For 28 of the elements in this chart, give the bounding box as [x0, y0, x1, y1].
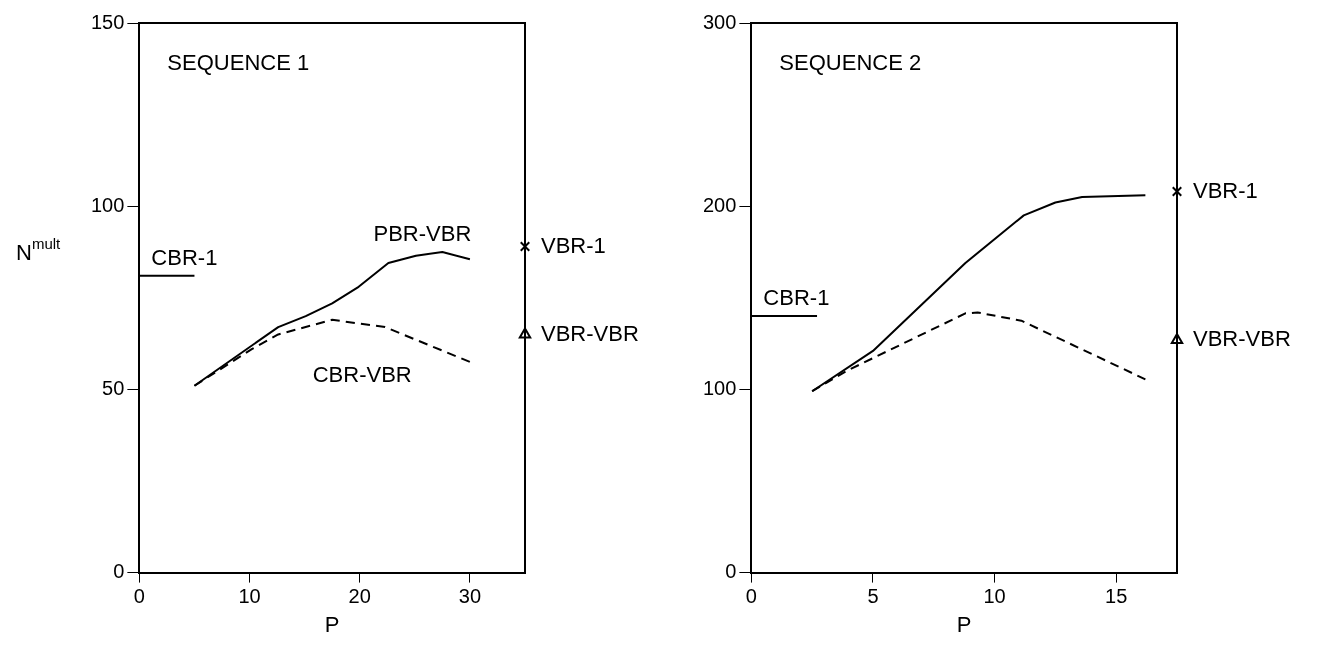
y-tick-label: 150 — [90, 10, 125, 33]
x-tick-label: 15 — [1105, 585, 1128, 608]
x-tick-label: 10 — [983, 585, 1006, 608]
y-tick-label: 50 — [102, 376, 125, 399]
series-label: PBR-VBR — [373, 221, 472, 247]
series-label: CBR-VBR — [312, 361, 412, 387]
series-label: VBR-1 — [1193, 177, 1258, 203]
x-tick-label: 10 — [238, 585, 261, 608]
series-label: VBR-VBR — [541, 320, 639, 346]
series-label: CBR-1 — [151, 244, 218, 270]
x-axis-title: P — [324, 611, 340, 637]
x-tick-label: 0 — [745, 585, 757, 608]
series-label: VBR-VBR — [1193, 326, 1291, 351]
x-tick-label: 20 — [348, 585, 371, 608]
text: SEQUENCE 1 — [167, 50, 310, 76]
text: SEQUENCE 2 — [779, 50, 922, 76]
series-label: VBR-1 — [541, 232, 606, 258]
x-tick-label: 0 — [133, 585, 145, 608]
x-tick-label: 30 — [458, 585, 482, 608]
y-tick-label: 300 — [702, 10, 737, 33]
y-tick-label: 0 — [725, 560, 737, 583]
y-tick-label: 0 — [113, 560, 125, 583]
x-axis-title: P — [956, 611, 972, 637]
series-label: CBR-1 — [763, 285, 830, 311]
y-tick-label: 100 — [702, 376, 737, 399]
x-tick-label: 5 — [867, 585, 879, 608]
y-tick-label: 100 — [90, 193, 125, 216]
y-tick-label: 200 — [702, 193, 737, 216]
